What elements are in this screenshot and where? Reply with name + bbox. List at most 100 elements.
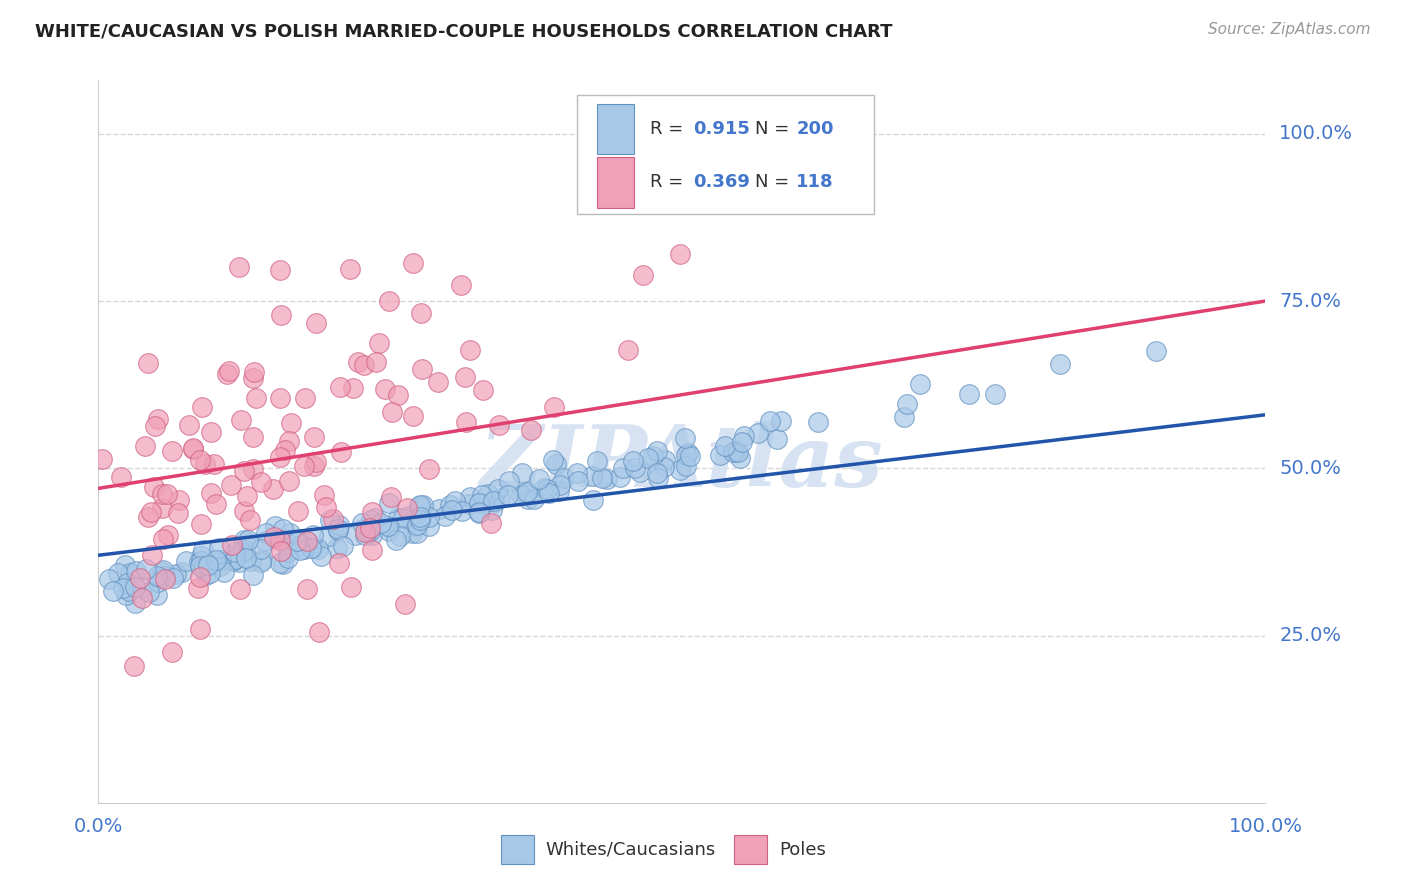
Point [374,382,396,396]
Point [536,482,558,496]
Point [277,551,299,566]
Point [138,584,160,599]
Point [302,430,325,444]
Point [427,502,450,516]
Point [187,581,209,595]
Text: 118: 118 [796,173,834,192]
Point [307,541,329,556]
Point [609,470,631,484]
Point [224,545,246,559]
Point [472,496,495,510]
FancyBboxPatch shape [576,95,875,214]
Point [984,387,1007,401]
Text: N =: N = [755,120,790,138]
Point [278,525,301,540]
Point [177,418,200,433]
Point [290,538,312,552]
Text: 100.0%: 100.0% [1279,124,1354,144]
Point [150,571,173,585]
Point [225,548,247,562]
Point [120,566,142,581]
Point [482,494,505,508]
Point [263,530,285,544]
Point [631,268,654,282]
Point [733,429,755,443]
Point [145,569,167,583]
Point [191,401,214,415]
Point [344,528,367,542]
Point [328,522,350,536]
Point [235,550,257,565]
Point [107,566,129,581]
Point [188,555,211,569]
Text: Poles: Poles [779,841,825,859]
Point [546,457,568,471]
Point [496,488,519,502]
Point [221,538,243,552]
Point [679,449,702,463]
Point [418,510,440,524]
Point [165,567,187,582]
Point [228,556,250,570]
Point [370,516,392,531]
Point [115,588,138,602]
Point [222,554,245,568]
Point [481,502,503,516]
Point [380,491,402,505]
Point [146,412,169,426]
Point [378,293,401,308]
Point [152,562,174,576]
Point [676,445,699,459]
Text: Source: ZipAtlas.com: Source: ZipAtlas.com [1208,22,1371,37]
Point [146,575,169,590]
Point [450,278,472,293]
Point [297,534,319,549]
Text: 0.915: 0.915 [693,120,751,138]
Point [242,567,264,582]
Point [354,528,377,542]
Point [647,443,669,458]
Point [454,370,477,384]
Point [621,453,644,467]
Point [315,500,337,514]
Point [278,536,301,550]
Point [747,425,769,440]
Point [510,467,533,481]
Point [200,566,222,581]
Point [553,471,575,485]
Point [516,491,538,506]
Point [330,444,353,458]
Point [617,343,640,358]
Point [292,458,315,473]
Point [807,415,830,429]
Point [205,552,228,566]
Point [152,533,174,547]
Point [269,557,291,571]
Point [238,513,260,527]
Point [596,472,619,486]
Point [893,409,915,424]
Point [326,541,349,555]
Point [471,488,494,502]
Point [675,448,697,462]
Point [233,464,256,478]
Point [319,513,342,527]
Point [271,557,294,571]
Point [359,521,381,535]
Bar [501,835,534,864]
Point [304,455,326,469]
Point [381,405,404,419]
Point [458,490,481,504]
Point [295,582,318,596]
Point [233,504,256,518]
Point [143,480,166,494]
Point [387,510,409,524]
Point [305,316,328,330]
Point [519,423,541,437]
Point [224,552,246,566]
Point [643,449,665,463]
Point [250,555,273,569]
Point [405,519,427,533]
Text: R =: R = [651,173,689,192]
Point [156,528,179,542]
